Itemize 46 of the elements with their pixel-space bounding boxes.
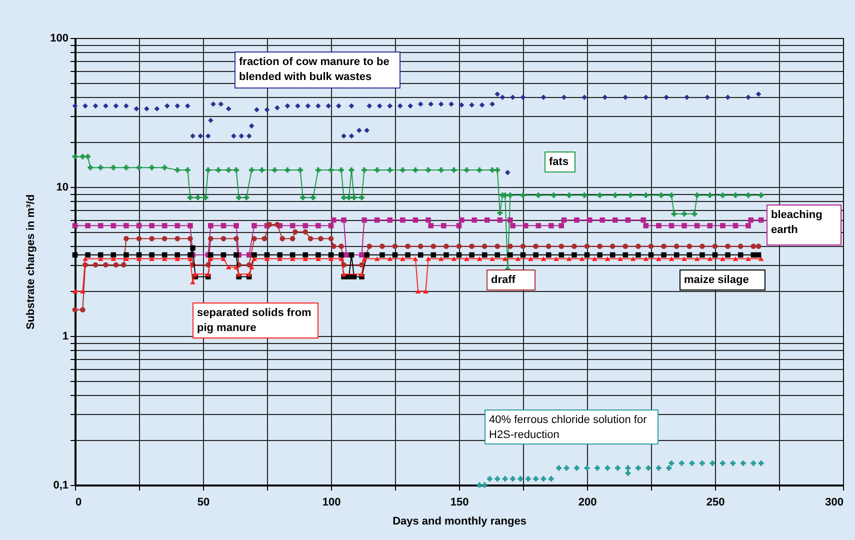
point [679, 460, 684, 466]
y-axis-title: Substrate charges in m³/d [25, 194, 38, 330]
x-tick-label: 0 [76, 496, 82, 508]
point [494, 476, 500, 482]
point [689, 460, 695, 466]
point [556, 465, 562, 471]
point [656, 465, 662, 471]
point [636, 465, 641, 471]
point [510, 476, 516, 482]
point [668, 460, 674, 466]
series-label: maize silage [684, 274, 749, 286]
point [540, 476, 546, 482]
x-tick-label: 200 [578, 496, 597, 508]
y-tick-label: 10 [56, 182, 68, 194]
text: fats [549, 156, 569, 168]
y-tick-label: 0,1 [53, 480, 68, 492]
series-label: fraction of cow manure to be blended with bulk wastes [239, 56, 390, 83]
point [525, 476, 531, 482]
point [594, 465, 600, 471]
series-label: bleaching earth [771, 209, 822, 236]
text: draff [491, 274, 516, 286]
point [710, 460, 716, 466]
y-tick-label: 1 [62, 330, 68, 342]
text: separated solids from pig manure [197, 307, 312, 334]
point [574, 465, 580, 471]
x-tick-label: 50 [197, 496, 210, 508]
point [720, 460, 726, 466]
point [502, 476, 508, 482]
point [758, 460, 764, 466]
y-tick-label: 100 [50, 32, 68, 44]
x-tick-label: 100 [322, 496, 341, 508]
point [750, 460, 756, 466]
text: 40% ferrous chloride solution for H2S-reduction [489, 414, 648, 441]
point [548, 476, 554, 482]
x-tick-label: 300 [825, 496, 844, 508]
point [518, 476, 524, 482]
point [740, 460, 746, 466]
point [730, 460, 736, 466]
point [533, 476, 538, 482]
point [487, 476, 492, 482]
point [625, 470, 631, 476]
point [615, 465, 620, 471]
x-tick-label: 150 [450, 496, 469, 508]
x-axis-title: Days and monthly ranges [392, 516, 526, 528]
x-tick-label: 250 [706, 496, 725, 508]
point [700, 460, 705, 466]
